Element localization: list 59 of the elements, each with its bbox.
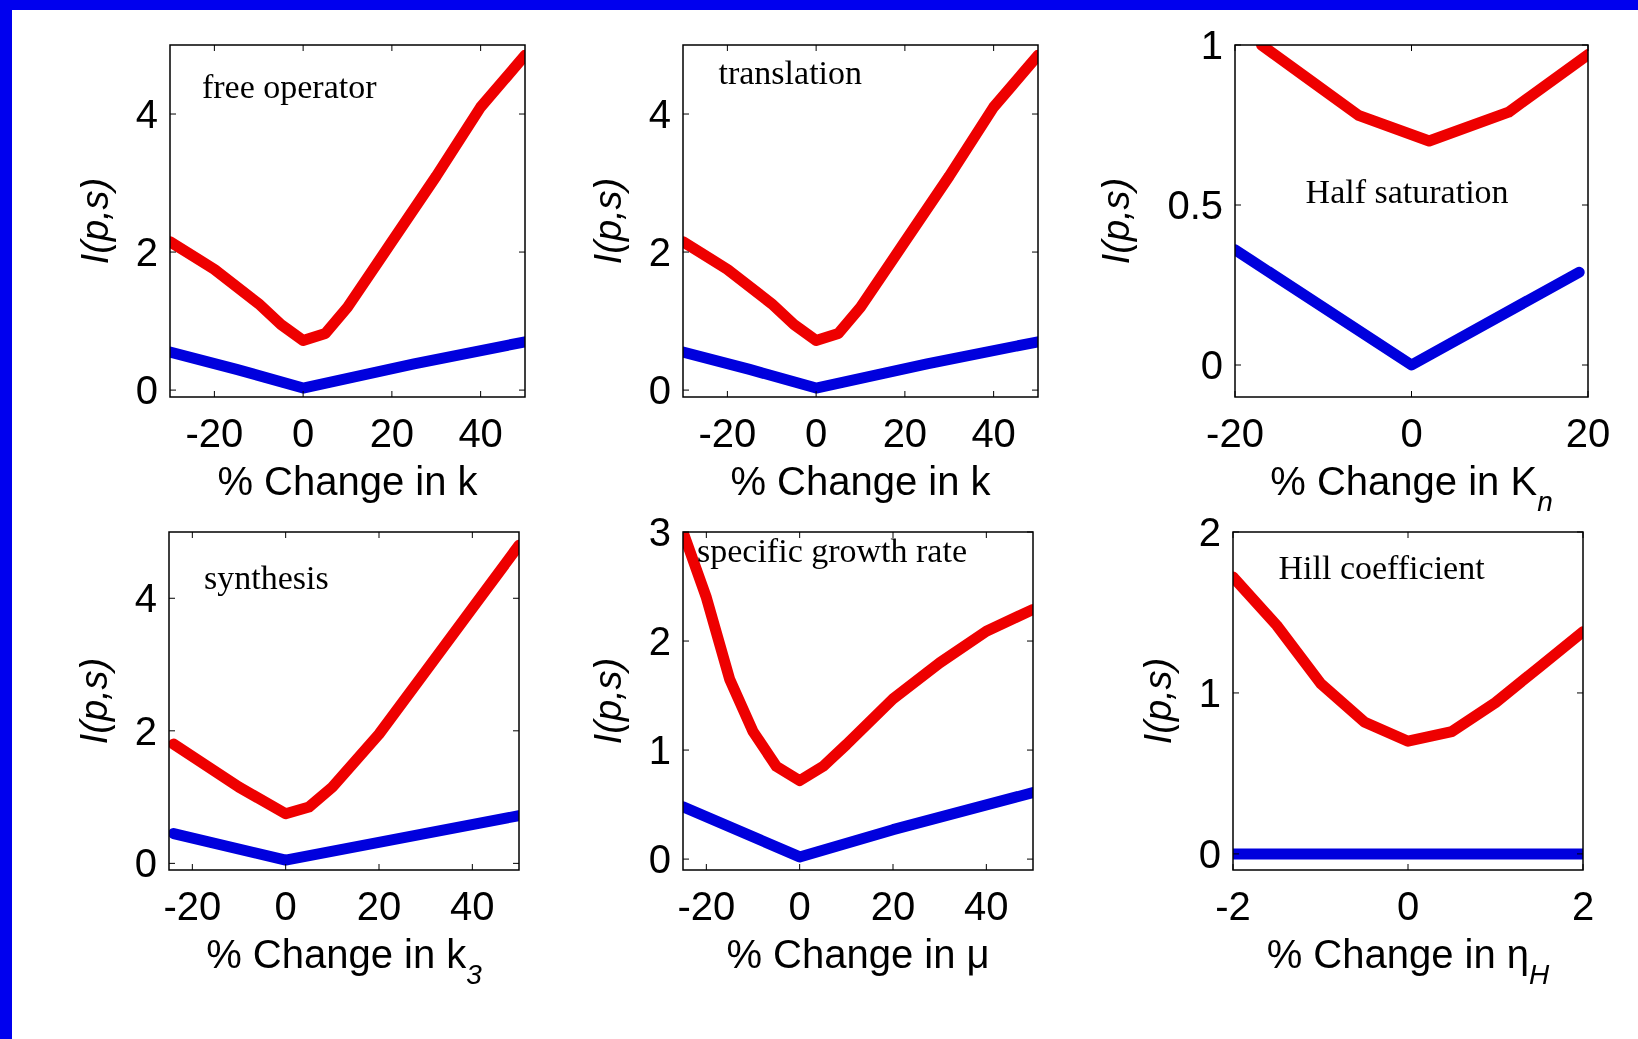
- x-tick-label: -2: [1215, 884, 1251, 928]
- x-tick-label: 0: [1400, 411, 1423, 455]
- x-tick-label: 40: [971, 411, 1016, 455]
- x-axis-title: % Change in K$_{n}$: [1270, 459, 1553, 517]
- x-axis-title: % Change in η$_{H}$: [1266, 932, 1551, 990]
- annotation: translation: [718, 53, 863, 91]
- x-tick-label: 0: [292, 411, 315, 455]
- y-tick-label: 2: [1198, 510, 1221, 554]
- x-tick-label: 20: [369, 411, 415, 455]
- annotation: Hill coefficient: [1278, 549, 1486, 587]
- y-tick-label: 0: [1200, 343, 1223, 387]
- y-tick-label: 1: [648, 728, 671, 773]
- x-tick-label: -20: [1206, 411, 1264, 455]
- y-tick-label: 0: [648, 837, 671, 882]
- y-tick-label: 2: [648, 619, 671, 664]
- x-tick-label: 0: [805, 411, 828, 455]
- x-tick-label: 0: [788, 884, 811, 928]
- x-tick-label: -20: [677, 884, 736, 928]
- y-tick-label: 3: [648, 510, 671, 554]
- y-axis-title: I(p,s): [1137, 657, 1179, 745]
- y-tick-label: 0: [135, 368, 158, 413]
- y-axis-title: I(p,s): [73, 657, 115, 745]
- y-axis-title: I(p,s): [1095, 177, 1137, 265]
- x-tick-label: 2: [1571, 884, 1595, 928]
- x-tick-label: -20: [163, 884, 222, 928]
- y-tick-label: 2: [135, 230, 158, 275]
- x-tick-label: 0: [274, 884, 297, 928]
- x-tick-label: 40: [458, 411, 503, 455]
- x-axis-title: % Change in μ: [726, 932, 990, 976]
- y-tick-label: 1: [1198, 670, 1221, 715]
- y-axis-title: I(p,s): [587, 657, 629, 745]
- annotation: Half saturation: [1305, 173, 1509, 211]
- x-tick-label: 40: [450, 884, 495, 928]
- y-tick-label: 2: [648, 230, 671, 275]
- annotation: specific growth rate: [697, 532, 967, 570]
- x-tick-label: -20: [698, 411, 757, 455]
- x-tick-label: 40: [964, 884, 1009, 928]
- x-tick-label: 20: [882, 411, 928, 455]
- annotation: synthesis: [204, 559, 329, 597]
- y-axis-title: I(p,s): [74, 177, 116, 265]
- y-axis-title: I(p,s): [587, 177, 629, 265]
- x-tick-label: 0: [1396, 884, 1420, 928]
- x-tick-label: 20: [1565, 411, 1611, 455]
- y-tick-label: 4: [134, 576, 157, 621]
- y-tick-label: 4: [648, 92, 671, 137]
- annotation: free operator: [201, 67, 378, 105]
- x-tick-label: 20: [870, 884, 916, 928]
- y-tick-label: 2: [134, 708, 157, 753]
- y-tick-label: 0: [134, 841, 157, 886]
- x-axis-title: % Change in k$_{3}$: [206, 932, 483, 990]
- y-tick-label: 0: [1198, 831, 1221, 876]
- y-tick-label: 1: [1200, 23, 1223, 67]
- x-axis-title: % Change in k: [217, 459, 479, 503]
- y-tick-label: 0: [648, 368, 671, 413]
- x-tick-label: -20: [185, 411, 244, 455]
- y-tick-label: 0.5: [1167, 183, 1223, 227]
- y-tick-label: 4: [135, 92, 158, 137]
- x-tick-label: 20: [356, 884, 402, 928]
- x-axis-title: % Change in k: [730, 459, 992, 503]
